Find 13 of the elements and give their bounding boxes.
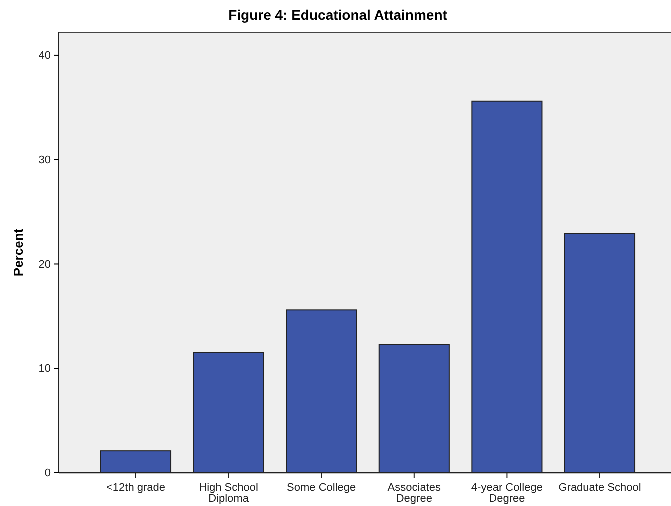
- x-tick-label: <12th grade: [106, 482, 166, 494]
- x-tick-label: 4-year College Degree: [471, 482, 543, 505]
- y-tick-label: 0: [44, 468, 51, 480]
- x-tick-label: Graduate School: [558, 482, 642, 494]
- y-axis-title: Percent: [11, 228, 26, 277]
- x-tick-label: High School Diploma: [199, 482, 258, 505]
- y-tick-label: 20: [38, 258, 51, 271]
- y-tick-label: 10: [38, 363, 51, 376]
- x-tick-label: Associates Degree: [388, 482, 442, 505]
- y-tick-label: 40: [38, 50, 51, 62]
- chart-title: Figure 4: Educational Attainment: [228, 7, 448, 23]
- y-tick-label: 30: [38, 154, 51, 166]
- x-tick-label: Some College: [287, 482, 356, 494]
